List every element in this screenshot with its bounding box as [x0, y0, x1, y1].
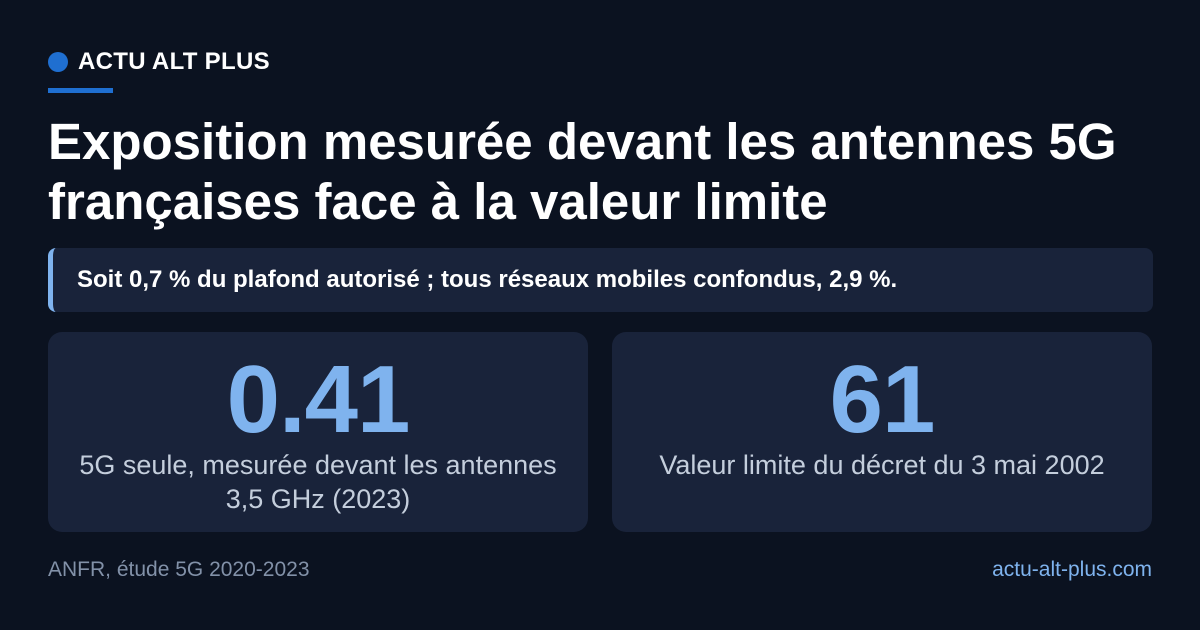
stat-card-5g: 0.41 5G seule, mesurée devant les antenn…: [48, 332, 588, 532]
stat-label: Valeur limite du décret du 3 mai 2002: [659, 450, 1105, 480]
brand-header: ACTU ALT PLUS: [48, 48, 270, 76]
brand-dot-icon: [48, 52, 68, 72]
stat-value: 0.41: [226, 346, 411, 453]
brand-underline: [48, 88, 113, 93]
subheadline: Soit 0,7 % du plafond autorisé ; tous ré…: [77, 266, 898, 293]
site-link[interactable]: actu-alt-plus.com: [992, 558, 1152, 581]
stat-card-limit: 61 Valeur limite du décret du 3 mai 2002: [612, 332, 1152, 532]
headline: Exposition mesurée devant les antennes 5…: [48, 113, 1117, 230]
source-credit: ANFR, étude 5G 2020-2023: [48, 558, 310, 581]
brand-name: ACTU ALT PLUS: [78, 48, 270, 75]
stat-label: 5G seule, mesurée devant les antennes 3,…: [79, 450, 557, 514]
stat-value: 61: [829, 346, 936, 453]
subheadline-box: Soit 0,7 % du plafond autorisé ; tous ré…: [48, 248, 1153, 312]
